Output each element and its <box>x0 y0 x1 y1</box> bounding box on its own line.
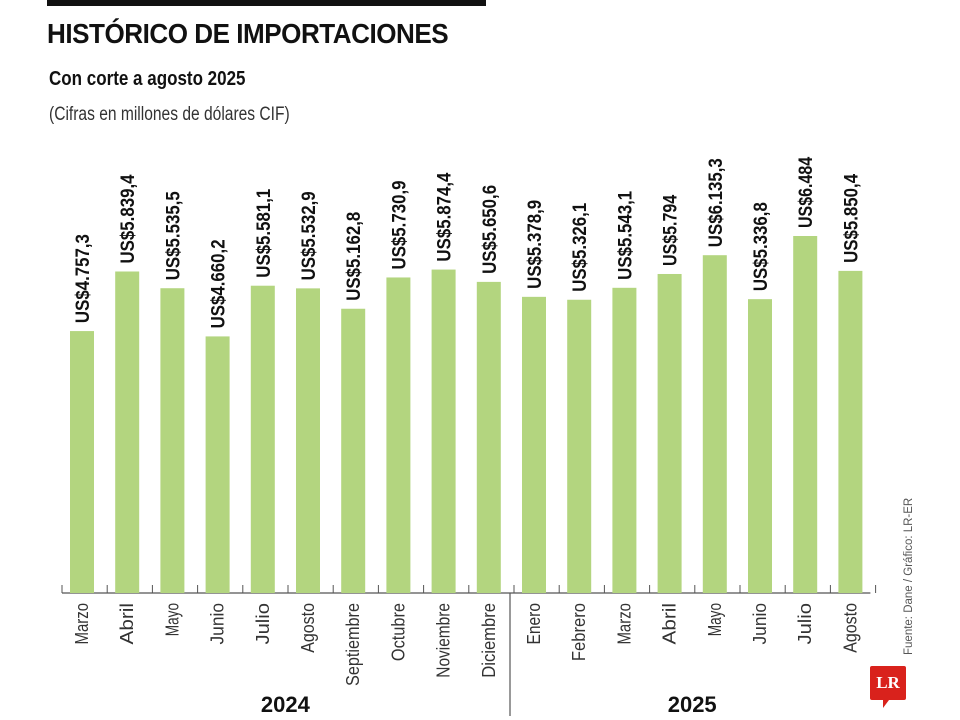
month-label: Junio <box>750 603 770 645</box>
month-label: Agosto <box>298 603 318 653</box>
bar <box>793 236 818 593</box>
month-label: Julio <box>253 603 273 645</box>
bar <box>476 281 501 593</box>
data-label: US$5.730,9 <box>389 180 410 269</box>
bar <box>612 287 637 593</box>
data-label: US$5.543,1 <box>615 190 636 279</box>
data-label: US$5.874,4 <box>435 172 456 261</box>
year-label-2024: 2024 <box>261 692 311 717</box>
month-label: Febrero <box>569 603 589 661</box>
data-label: US$5.336,8 <box>751 202 772 291</box>
lr-logo: LR <box>870 666 906 708</box>
bar <box>115 271 140 593</box>
chart-subtitle: Con corte a agosto 2025 <box>49 68 246 90</box>
bar <box>250 285 275 593</box>
year-label-2025: 2025 <box>668 692 717 717</box>
month-label: Agosto <box>840 603 860 653</box>
data-label: US$5.326,1 <box>570 202 591 291</box>
data-label: US$5.839,4 <box>118 174 139 263</box>
month-label: Diciembre <box>479 603 499 678</box>
bar <box>431 269 456 593</box>
bar <box>702 255 727 594</box>
bar <box>160 288 185 593</box>
data-label: US$5.162,8 <box>344 212 365 301</box>
month-label: Mayo <box>705 603 725 636</box>
month-label: Octubre <box>388 603 408 661</box>
chart-title: HISTÓRICO DE IMPORTACIONES <box>47 18 449 49</box>
data-label: US$5.850,4 <box>841 174 862 263</box>
bar <box>296 288 320 593</box>
data-label: US$6.135,3 <box>706 158 727 247</box>
data-label: US$5.581,1 <box>254 188 275 277</box>
bar <box>657 273 682 593</box>
bar <box>838 270 863 593</box>
month-label: Noviembre <box>434 603 454 678</box>
bar <box>386 277 411 593</box>
month-label: Julio <box>795 603 815 645</box>
data-label: US$5.378,9 <box>525 200 546 289</box>
month-label: Abril <box>660 603 680 645</box>
units-note: (Cifras en millones de dólares CIF) <box>49 104 290 125</box>
bar <box>567 299 592 593</box>
data-label: US$5.535,5 <box>163 191 184 280</box>
header-rule <box>47 0 486 6</box>
data-label: US$4.757,3 <box>73 234 94 323</box>
data-label: US$5.650,6 <box>480 185 501 274</box>
data-label: US$6.484 <box>796 156 817 228</box>
bar <box>205 336 230 593</box>
bar <box>341 308 366 593</box>
month-label: Abril <box>117 603 137 645</box>
month-label: Marzo <box>614 603 634 645</box>
month-label: Junio <box>208 603 228 645</box>
month-label: Marzo <box>72 603 92 645</box>
bar <box>70 331 94 593</box>
bar <box>522 296 546 593</box>
data-label: US$5.532,9 <box>299 191 320 280</box>
bar <box>748 299 772 593</box>
month-label: Mayo <box>162 603 182 636</box>
month-label: Enero <box>524 603 544 645</box>
data-label: US$4.660,2 <box>209 239 230 328</box>
month-label: Septiembre <box>343 603 363 686</box>
data-label: US$5.794 <box>661 194 682 266</box>
source-credit: Fuente: Dane / Gráfico: LR-ER <box>903 497 915 655</box>
